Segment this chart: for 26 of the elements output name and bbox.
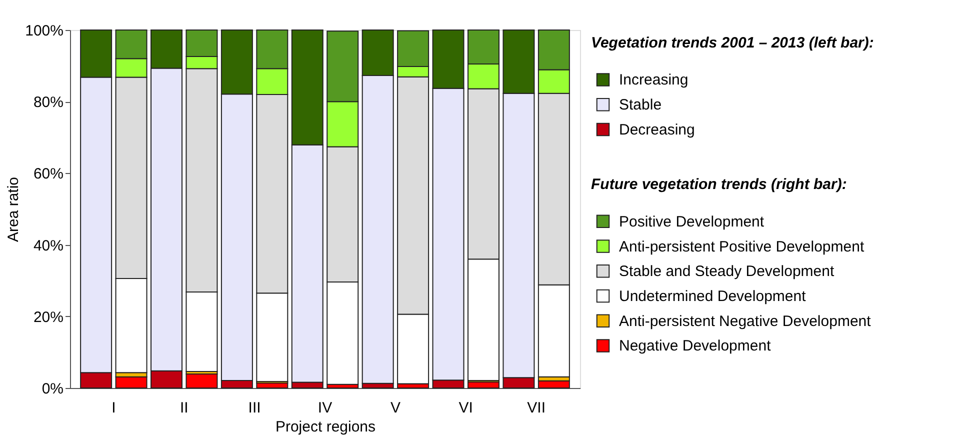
x-tick-label: VII (527, 400, 546, 416)
legend-label: Positive Development (619, 213, 765, 230)
y-tick-label: 40% (33, 237, 64, 254)
legend-label: Stable and Steady Development (619, 263, 835, 280)
x-tick-label: IV (318, 400, 332, 416)
x-tick-label: II (180, 400, 188, 416)
legend-label: Undetermined Development (619, 288, 807, 306)
y-tick-label: 60% (33, 166, 64, 183)
y-tick-label: 0% (42, 380, 64, 398)
y-tick-label: 20% (33, 308, 64, 326)
y-tick-label: 100% (25, 22, 64, 40)
legend-label: Anti-persistent Positive Development (619, 238, 865, 256)
text: Future vegetation trends (right bar): (591, 176, 847, 194)
y-axis-title: Area ratio (5, 176, 22, 242)
x-tick-label: III (248, 400, 261, 416)
text: Vegetation trends 2001 – 2013 (left bar): (591, 34, 874, 52)
legend-label: Negative Development (619, 338, 772, 355)
legend-label: Anti-persistent Negative Development (619, 312, 872, 330)
y-tick-label: 80% (33, 94, 64, 112)
legend-label: Decreasing (619, 121, 695, 138)
x-tick-label: I (112, 400, 116, 416)
legend-label: Stable (619, 96, 662, 114)
x-tick-label: VI (458, 400, 473, 416)
x-tick-label: V (390, 400, 400, 416)
legend-label: Increasing (619, 72, 688, 89)
x-axis-title: Project regions (275, 418, 376, 436)
